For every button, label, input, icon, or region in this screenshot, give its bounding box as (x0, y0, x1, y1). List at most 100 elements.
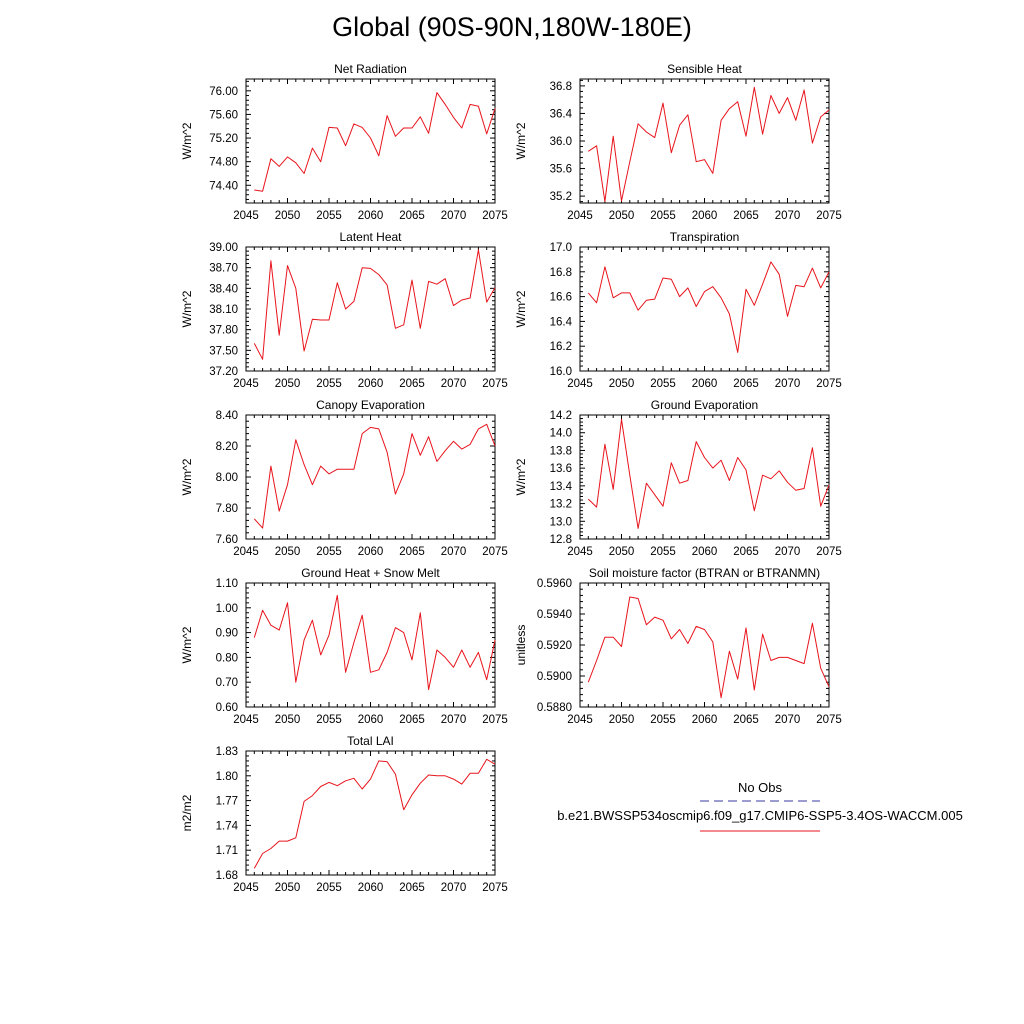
x-tick-label: 2050 (275, 378, 301, 390)
x-tick-label: 2065 (399, 882, 425, 894)
x-tick-label: 2070 (775, 546, 801, 558)
x-tick-label: 2050 (609, 546, 635, 558)
chart-panel-7: Ground Heat + Snow Melt W/m^2 2045 2050 2055… (180, 566, 508, 726)
x-tick-label: 2045 (233, 546, 259, 558)
series-line (253, 594, 496, 691)
chart-title: Canopy Evaporation (316, 398, 425, 412)
x-tick-label: 2065 (399, 210, 425, 222)
y-tick-label: 16.6 (550, 292, 572, 304)
y-tick-label: 0.70 (216, 677, 238, 689)
y-tick-label: 17.0 (550, 242, 572, 254)
x-tick-label: 2070 (441, 378, 467, 390)
plot-frame (579, 582, 830, 708)
x-tick-label: 2065 (733, 210, 759, 222)
chart-panel-6: Ground Evaporation W/m^2 2045 2050 2055 2060 2… (514, 398, 842, 558)
chart-panel-1: Net Radiation W/m^2 2045 2050 2055 2060 2065 20… (180, 62, 508, 222)
x-tick-label: 2075 (482, 714, 508, 726)
x-tick-label: 2070 (775, 210, 801, 222)
chart-title: Sensible Heat (667, 62, 742, 76)
y-axis-label: W/m^2 (514, 122, 528, 159)
x-tick-label: 2050 (275, 882, 301, 894)
y-tick-label: 75.20 (209, 133, 238, 145)
chart-panel-3: Latent Heat W/m^2 2045 2050 2055 2060 2065 2070… (180, 230, 508, 390)
x-tick-label: 2060 (358, 210, 384, 222)
x-tick-label: 2050 (275, 714, 301, 726)
chart-panel-4: Transpiration W/m^2 2045 2050 2055 2060 2065 20… (514, 230, 842, 390)
chart-title: Ground Evaporation (651, 398, 758, 412)
figure-title: Global (90S-90N,180W-180E) (332, 12, 692, 42)
y-tick-label: 0.90 (216, 628, 238, 640)
x-tick-label: 2060 (692, 546, 718, 558)
y-tick-label: 14.0 (550, 428, 572, 440)
y-tick-label: 0.5880 (537, 702, 572, 714)
chart-title: Ground Heat + Snow Melt (301, 566, 440, 580)
chart-title: Soil moisture factor (BTRAN or BTRANMN) (589, 566, 820, 580)
x-tick-label: 2060 (692, 714, 718, 726)
y-axis-label: m2/m2 (180, 794, 194, 831)
x-tick-label: 2055 (316, 714, 342, 726)
x-tick-label: 2045 (233, 714, 259, 726)
x-tick-label: 2060 (692, 210, 718, 222)
x-tick-label: 2055 (650, 210, 676, 222)
y-tick-label: 39.00 (209, 242, 238, 254)
y-tick-label: 16.4 (550, 316, 573, 328)
chart-title: Net Radiation (334, 62, 407, 76)
y-axis-label: W/m^2 (514, 290, 528, 327)
y-tick-label: 1.74 (216, 820, 239, 832)
plot-frame (245, 78, 496, 204)
y-tick-label: 75.60 (209, 109, 238, 121)
x-tick-label: 2070 (441, 882, 467, 894)
y-tick-label: 0.5900 (537, 671, 572, 683)
y-tick-label: 38.10 (209, 304, 238, 316)
chart-panel-8: Soil moisture factor (BTRAN or BTRANMN) u… (514, 566, 842, 726)
y-tick-label: 36.4 (550, 108, 573, 120)
y-tick-label: 7.80 (216, 503, 238, 515)
y-tick-label: 0.60 (216, 702, 238, 714)
y-tick-label: 13.2 (550, 499, 572, 511)
y-tick-label: 37.20 (209, 366, 238, 378)
chart-title: Latent Heat (339, 230, 402, 244)
y-tick-label: 7.60 (216, 534, 238, 546)
y-tick-label: 12.8 (550, 534, 572, 546)
x-tick-label: 2055 (316, 378, 342, 390)
x-tick-label: 2055 (316, 546, 342, 558)
x-tick-label: 2075 (482, 546, 508, 558)
x-tick-label: 2045 (567, 546, 593, 558)
x-tick-label: 2070 (441, 714, 467, 726)
x-tick-label: 2070 (775, 378, 801, 390)
x-tick-label: 2050 (275, 210, 301, 222)
x-tick-label: 2050 (609, 378, 635, 390)
y-tick-label: 8.20 (216, 441, 238, 453)
x-tick-label: 2075 (482, 210, 508, 222)
y-axis-label: W/m^2 (180, 626, 194, 663)
y-tick-label: 38.70 (209, 263, 238, 275)
x-tick-label: 2050 (275, 546, 301, 558)
x-tick-label: 2045 (567, 714, 593, 726)
y-tick-label: 36.0 (550, 136, 572, 148)
chart-title: Transpiration (670, 230, 740, 244)
x-tick-label: 2055 (650, 378, 676, 390)
y-tick-label: 37.80 (209, 325, 238, 337)
y-tick-label: 1.71 (216, 845, 238, 857)
x-tick-label: 2065 (399, 546, 425, 558)
series-line (587, 418, 830, 529)
x-tick-label: 2050 (609, 714, 635, 726)
y-tick-label: 1.68 (216, 870, 238, 882)
y-tick-label: 13.8 (550, 445, 572, 457)
x-tick-label: 2045 (567, 210, 593, 222)
y-tick-label: 76.00 (209, 86, 238, 98)
y-tick-label: 0.5960 (537, 578, 572, 590)
x-tick-label: 2060 (358, 714, 384, 726)
y-tick-label: 0.5940 (537, 609, 572, 621)
legend-label-no-obs: No Obs (738, 780, 783, 795)
y-tick-label: 0.5920 (537, 640, 572, 652)
y-tick-label: 8.00 (216, 472, 238, 484)
plot-frame (245, 750, 496, 876)
y-tick-label: 0.80 (216, 652, 238, 664)
x-tick-label: 2070 (775, 714, 801, 726)
y-tick-label: 14.2 (550, 410, 572, 422)
y-tick-label: 1.10 (216, 578, 238, 590)
y-tick-label: 35.6 (550, 164, 572, 176)
x-tick-label: 2065 (733, 378, 759, 390)
